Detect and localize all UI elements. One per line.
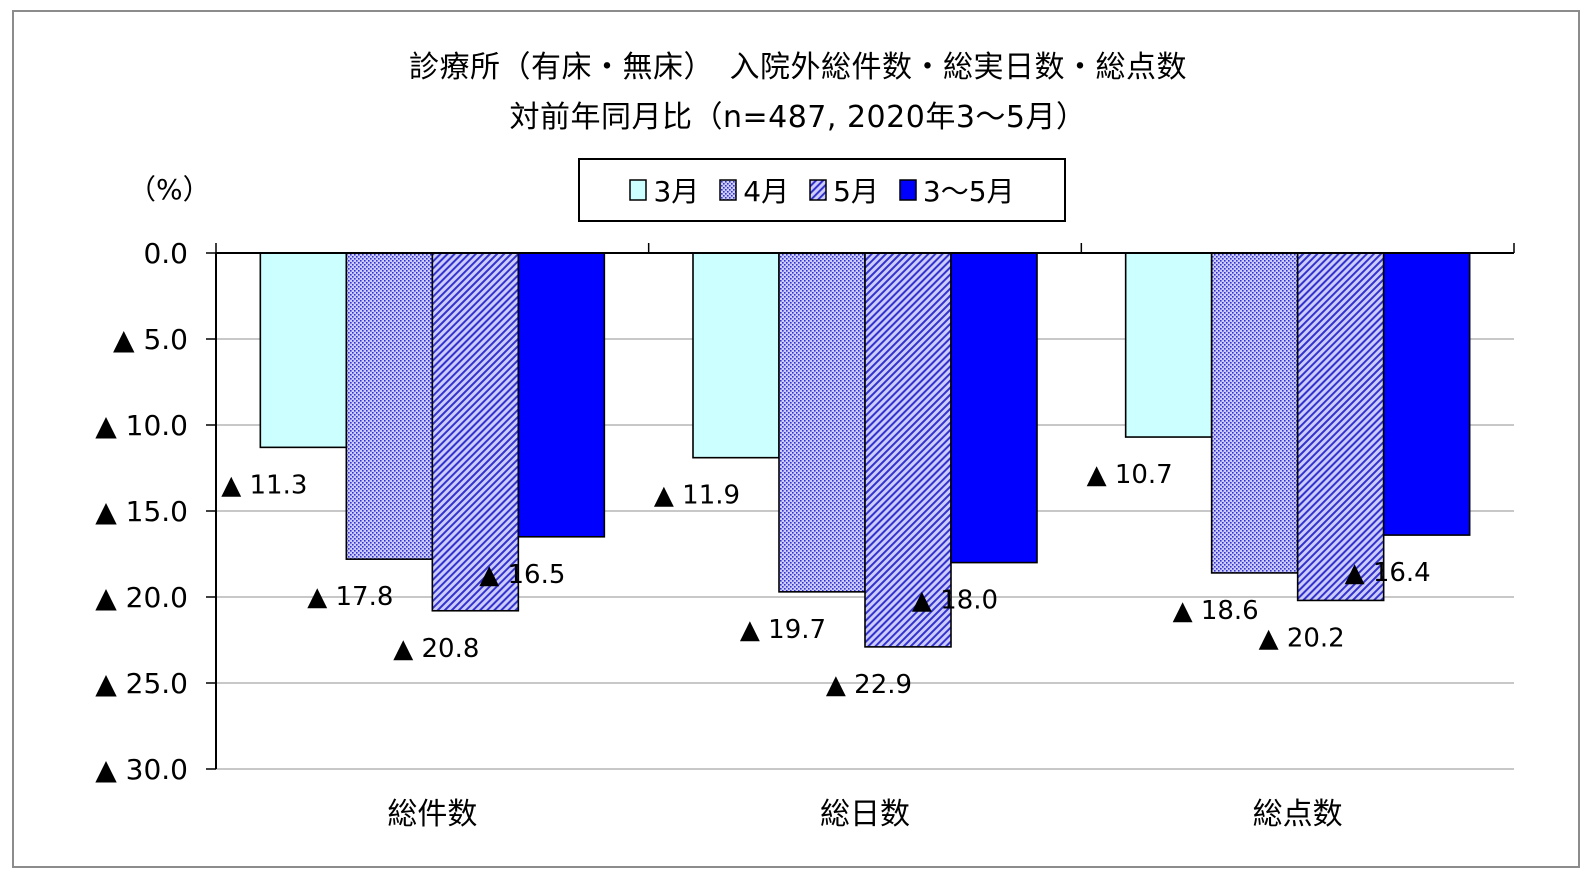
legend-label-march: 3月 <box>653 175 700 208</box>
legend-item-may: 5月 <box>809 170 879 210</box>
chart-frame <box>12 10 1580 868</box>
legend-item-march: 3月 <box>629 170 699 210</box>
legend-item-march-may: 3〜5月 <box>899 170 1015 210</box>
legend-swatch-march-may <box>899 179 917 201</box>
chart-title: 診療所（有床・無床） 入院外総件数・総実日数・総点数 <box>409 50 1187 85</box>
chart-subtitle: 対前年同月比（n=487, 2020年3〜5月） <box>509 100 1087 135</box>
y-axis-unit-label: （%） <box>128 173 211 206</box>
legend-label-march-may: 3〜5月 <box>922 175 1015 208</box>
legend-item-april: 4月 <box>719 170 789 210</box>
legend-label-may: 5月 <box>833 175 879 208</box>
legend-swatch-may <box>809 179 827 201</box>
legend-label-april: 4月 <box>743 175 790 208</box>
legend-swatch-march <box>629 179 648 201</box>
legend-swatch-april <box>719 179 738 201</box>
legend: 3月 4月 5月 3〜5月 <box>578 158 1066 222</box>
